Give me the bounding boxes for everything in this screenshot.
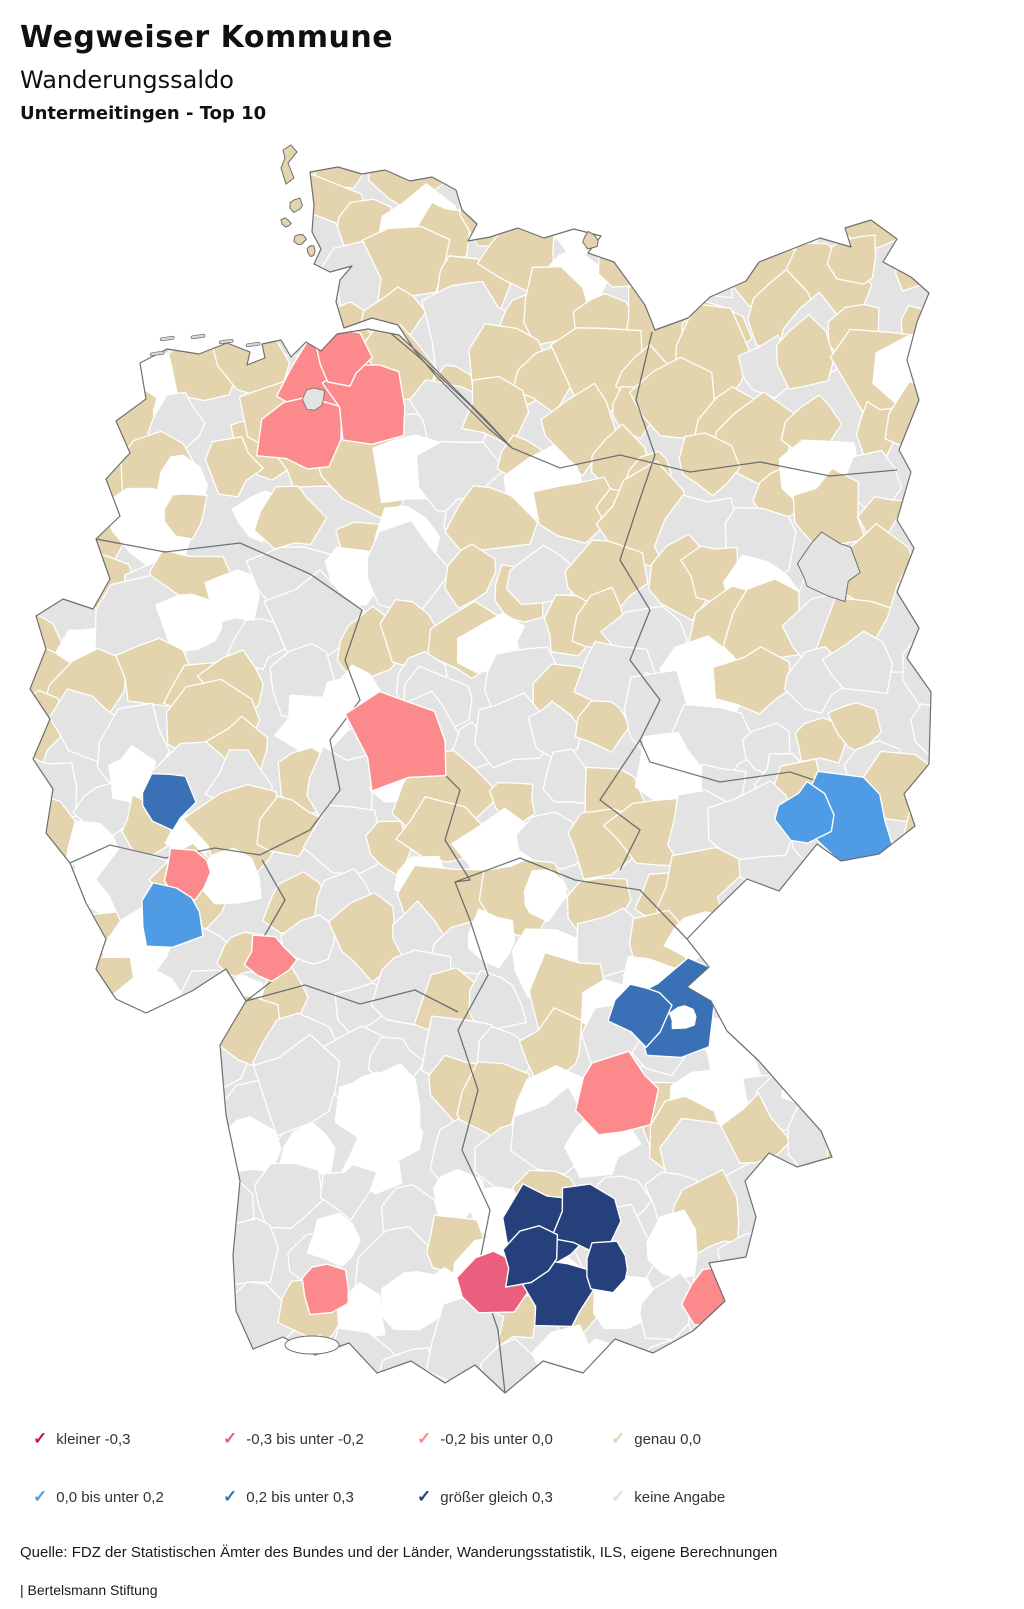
region-upper-swabia [301,1263,349,1316]
source-text: Quelle: FDZ der Statistischen Ämter des … [20,1544,778,1561]
map-svg [29,144,932,1394]
legend-label: größer gleich 0,3 [440,1488,553,1506]
legend-toggle-pos_small[interactable]: ✓ 0,0 bis unter 0,2 [33,1486,164,1508]
legend-toggle-pos_mid[interactable]: ✓ 0,2 bis unter 0,3 [223,1486,354,1508]
legend-label: keine Angabe [634,1488,726,1506]
legend-toggle-neg_mid[interactable]: ✓ -0,3 bis unter -0,2 [223,1428,364,1450]
legend: ✓ kleiner -0,3 ✓ -0,3 bis unter -0,2 ✓ -0,2 b… [0,1418,1024,1528]
legend-toggle-none[interactable]: ✓ keine Angabe [611,1486,725,1508]
check-icon: ✓ [417,1486,432,1506]
legend-toggle-neg_small[interactable]: ✓ -0,2 bis unter 0,0 [417,1428,553,1450]
legend-toggle-pos_large[interactable]: ✓ größer gleich 0,3 [417,1486,553,1508]
selection-label: Untermeitingen - Top 10 [20,103,267,124]
region-augsburg-home-cluster [502,1183,629,1328]
legend-label: -0,3 bis unter -0,2 [246,1430,364,1448]
bremerhaven-city-enclave [301,387,326,411]
legend-label: kleiner -0,3 [56,1430,131,1448]
check-icon: ✓ [611,1486,626,1506]
region-mettmann [141,773,197,832]
check-icon: ✓ [223,1428,238,1448]
check-icon: ✓ [223,1486,238,1506]
region-westerwald [163,847,212,901]
legend-toggle-zero[interactable]: ✓ genau 0,0 [611,1428,701,1450]
berlin-enclave [796,531,861,603]
region-bautzen-goerlitz [774,770,898,879]
page-title: Wegweiser Kommune [20,20,394,55]
region-rhein-sieg [141,882,204,948]
check-icon: ✓ [417,1428,432,1448]
germany-outline [29,166,932,1394]
check-icon: ✓ [33,1486,48,1506]
legend-label: 0,0 bis unter 0,2 [56,1488,164,1506]
indicator-subtitle: Wanderungssaldo [20,66,234,94]
region-mittelfranken [574,1050,660,1136]
highlighted-regions [141,329,898,1354]
check-icon: ✓ [611,1428,626,1448]
region-kassel-area [344,690,447,792]
legend-label: -0,2 bis unter 0,0 [440,1430,553,1448]
legend-toggle-neg_large[interactable]: ✓ kleiner -0,3 [33,1428,130,1450]
germany-choropleth-map [0,135,1024,1410]
check-icon: ✓ [33,1428,48,1448]
region-wesermarsch-bremerhaven [256,329,406,470]
attribution-text: | Bertelsmann Stiftung [20,1582,158,1598]
lake-constance [284,1335,340,1355]
islands [149,144,599,357]
region-rheingau-taunus [243,934,298,983]
legend-label: genau 0,0 [634,1430,701,1448]
legend-label: 0,2 bis unter 0,3 [246,1488,354,1506]
